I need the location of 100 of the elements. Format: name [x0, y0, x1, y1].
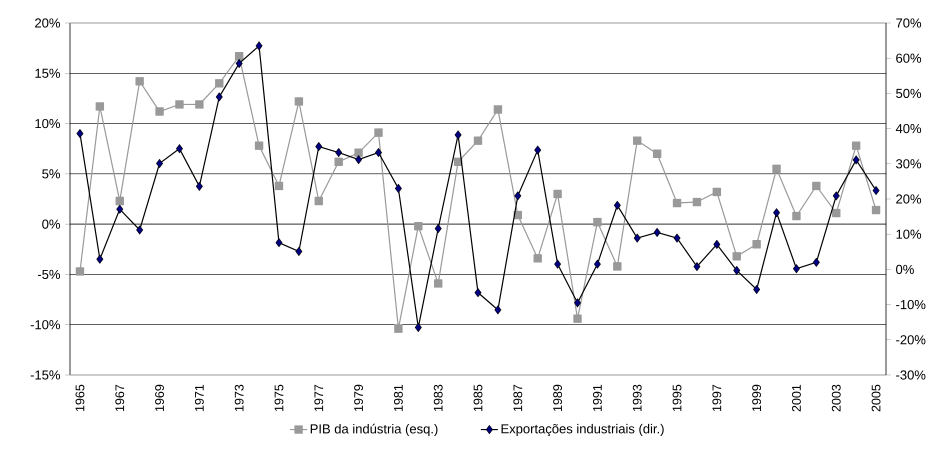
point [215, 79, 224, 88]
x-tick-label: 1989 [553, 384, 562, 412]
point [832, 191, 840, 200]
point [394, 184, 402, 193]
x-tick-label: 1967 [115, 384, 124, 412]
point [594, 260, 601, 269]
point [76, 267, 84, 276]
point [175, 100, 184, 109]
point [414, 322, 422, 332]
point [593, 218, 602, 226]
x-tick-label: 1991 [592, 384, 602, 412]
x-tick-label: 1977 [314, 384, 324, 412]
point [712, 188, 722, 196]
point [434, 224, 442, 234]
point [155, 107, 164, 116]
y-tick-label: -10% [30, 320, 60, 330]
point [116, 204, 124, 214]
x-tick-label: 1975 [274, 384, 284, 412]
x-tick-label: 1969 [155, 384, 164, 412]
x-tick-label: 1995 [672, 384, 682, 412]
point [534, 254, 542, 263]
point [613, 262, 622, 271]
x-tick-label: 1979 [354, 384, 364, 412]
y-tick-label: 20% [35, 18, 60, 28]
point [254, 142, 264, 150]
point [474, 288, 482, 298]
point [652, 150, 662, 158]
point [234, 52, 244, 60]
y2-tick-label: -10% [896, 300, 926, 310]
point [374, 128, 383, 137]
y2-tick-label: 10% [896, 230, 922, 239]
point [256, 41, 263, 50]
point [434, 279, 442, 288]
point [554, 260, 562, 269]
x-tick-label: 1983 [434, 384, 443, 412]
y2-tick-label: 30% [896, 159, 922, 168]
y2-tick-label: 50% [896, 88, 922, 98]
point [375, 148, 382, 158]
x-tick-label: 1999 [752, 384, 762, 412]
x-tick-label: 1981 [394, 384, 403, 412]
x-tick-label: 2001 [792, 384, 801, 412]
point [176, 144, 183, 154]
point [76, 129, 84, 138]
point [852, 155, 860, 164]
point [732, 252, 741, 261]
point [674, 234, 680, 243]
point [654, 228, 661, 237]
point [236, 58, 243, 68]
point [156, 158, 164, 168]
x-tick-label: 1987 [513, 384, 522, 412]
y2-tick-label: -30% [896, 370, 926, 380]
point [773, 208, 780, 218]
point [772, 164, 781, 174]
point [294, 97, 304, 106]
x-tick-label: 1997 [712, 384, 722, 412]
x-tick-label: 1973 [234, 384, 244, 412]
y-tick-label: 5% [42, 169, 60, 178]
point [216, 92, 223, 102]
y2-tick-label: 70% [896, 18, 922, 28]
point [196, 182, 203, 191]
point [633, 136, 642, 145]
point [315, 142, 322, 152]
point [812, 182, 821, 190]
point [872, 186, 880, 196]
point [494, 105, 502, 114]
x-tick-label: 1965 [76, 384, 84, 412]
point [295, 246, 302, 256]
point [195, 100, 204, 109]
point [474, 136, 482, 145]
legend-label: PIB da indústria (esq.) [310, 424, 438, 436]
x-tick-label: 2005 [872, 384, 880, 412]
point [872, 206, 880, 214]
point [276, 238, 282, 248]
point [335, 148, 342, 158]
point [116, 196, 124, 206]
point [534, 146, 542, 155]
point [96, 254, 104, 264]
point [852, 142, 860, 150]
point [553, 190, 562, 198]
point [573, 314, 582, 323]
y2-tick-label: -20% [896, 335, 926, 344]
y2-tick-label: 20% [896, 194, 922, 204]
point [752, 240, 761, 248]
y-tick-label: -5% [38, 270, 60, 279]
point [792, 264, 800, 274]
point [135, 77, 144, 86]
point [614, 200, 621, 210]
point [354, 148, 363, 157]
legend-label: Exportações industriais (dir.) [502, 424, 664, 436]
y-tick-label: 10% [35, 118, 60, 128]
point [792, 212, 801, 220]
point [314, 196, 323, 206]
point [713, 240, 720, 249]
point [136, 225, 144, 234]
y2-tick-label: 40% [896, 124, 922, 134]
point [832, 208, 840, 218]
y2-tick-label: 60% [896, 54, 922, 63]
point [96, 102, 104, 111]
point [494, 305, 502, 314]
x-tick-label: 1993 [632, 384, 642, 412]
